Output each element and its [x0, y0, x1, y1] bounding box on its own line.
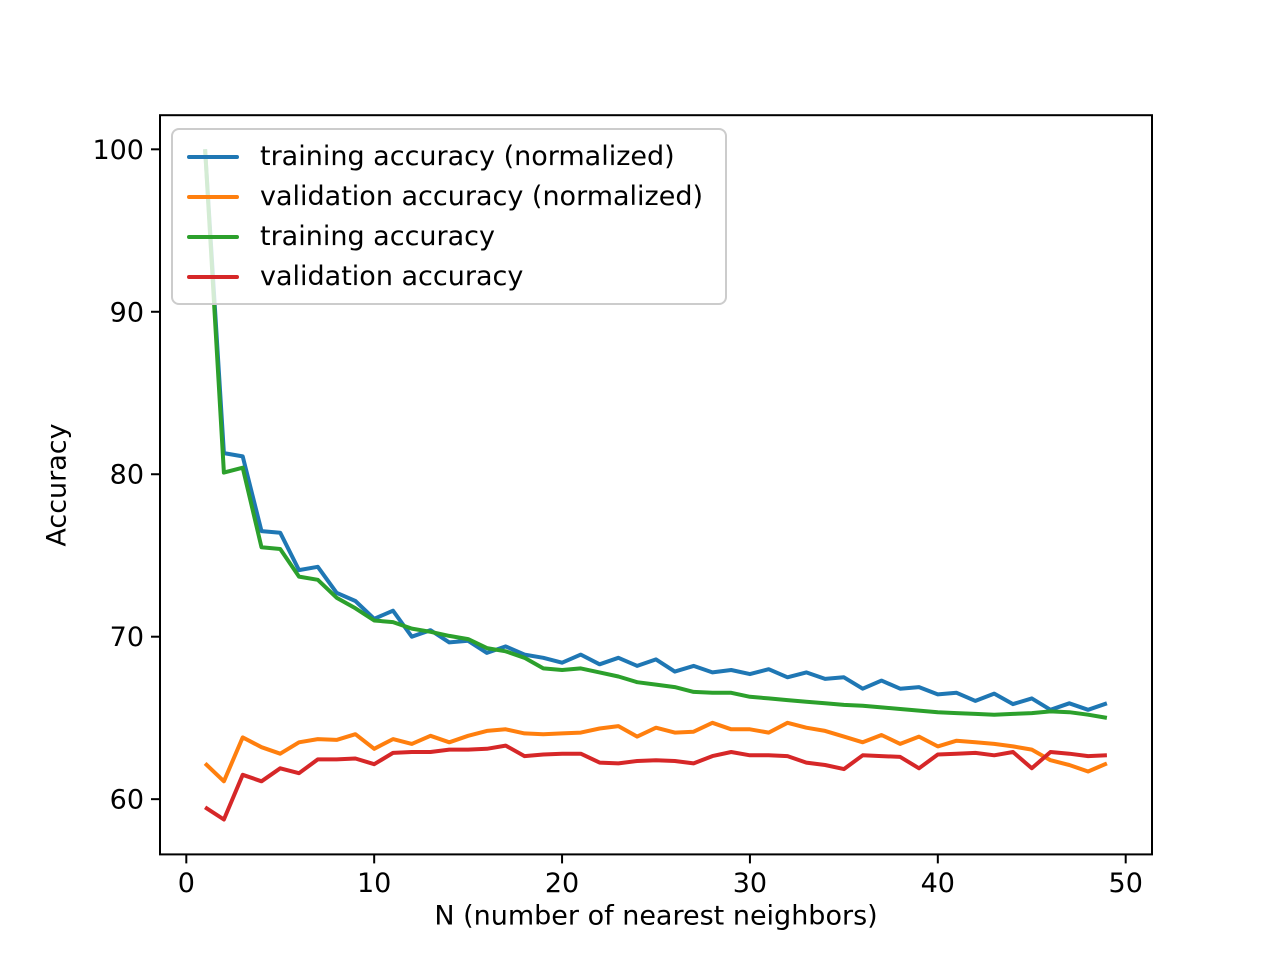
- y-axis: 60 70 80 90 100: [92, 135, 160, 816]
- legend-label: training accuracy (normalized): [260, 141, 675, 172]
- legend-item-training: training accuracy: [187, 220, 705, 253]
- x-axis-label: N (number of nearest neighbors): [434, 900, 878, 932]
- y-tick-label: 80: [110, 460, 144, 491]
- legend-line-validation: [187, 274, 239, 279]
- y-tick-label: 90: [110, 297, 144, 328]
- legend-label: validation accuracy (normalized): [260, 181, 704, 212]
- series-line-0: [203, 149, 1108, 712]
- y-tick-label: 70: [110, 622, 144, 653]
- series-line-3: [204, 743, 1107, 822]
- y-tick-label: 100: [92, 135, 144, 166]
- legend-line-training-normalized: [187, 154, 239, 159]
- y-tick-label: 60: [110, 785, 144, 816]
- legend-item-validation: validation accuracy: [187, 260, 705, 293]
- x-tick-label: 0: [178, 868, 195, 899]
- legend-line-validation-normalized: [187, 194, 239, 199]
- x-tick-label: 50: [1109, 868, 1143, 899]
- legend-label: validation accuracy: [260, 261, 524, 292]
- axes-spines: [159, 114, 1153, 856]
- y-axis-label: Accuracy: [41, 423, 73, 547]
- legend-label: training accuracy: [260, 221, 495, 252]
- x-tick-label: 40: [921, 868, 955, 899]
- legend-item-training-normalized: training accuracy (normalized): [187, 140, 705, 173]
- plot-series: [203, 149, 1108, 822]
- x-tick-label: 30: [733, 868, 767, 899]
- x-axis: 0 10 20 30 40 50: [178, 854, 1143, 899]
- x-tick-label: 10: [357, 868, 391, 899]
- series-line-1: [203, 720, 1108, 784]
- series-line-2: [203, 149, 1108, 720]
- legend: training accuracy (normalized) validatio…: [171, 128, 727, 305]
- legend-line-training: [187, 234, 239, 239]
- legend-item-validation-normalized: validation accuracy (normalized): [187, 180, 705, 213]
- x-tick-label: 20: [545, 868, 579, 899]
